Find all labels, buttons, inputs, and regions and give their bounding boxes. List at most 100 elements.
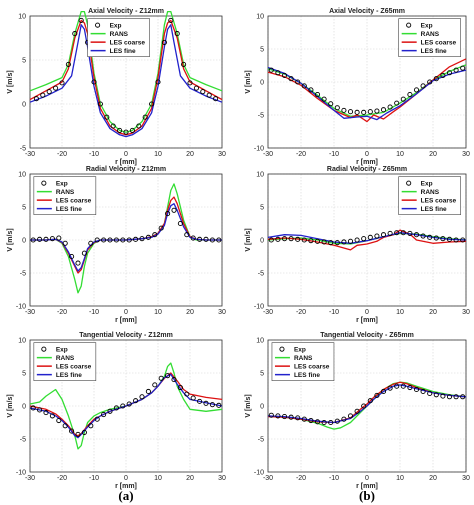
- data-point-exp: [308, 87, 314, 93]
- x-tick-label: -10: [89, 151, 99, 158]
- data-point-exp: [295, 415, 301, 421]
- x-tick-label: -20: [296, 309, 306, 316]
- data-point-exp: [380, 107, 387, 113]
- data-point-exp: [361, 403, 367, 409]
- legend-label: RANS: [56, 189, 75, 196]
- data-point-exp: [56, 417, 62, 424]
- panel-5: -30 -20 -10 0 10 20 30 -10 -5 0 5 10 Tangential Velo…: [7, 332, 226, 490]
- x-tick-label: -30: [25, 151, 35, 158]
- data-point-exp: [387, 385, 393, 391]
- y-tick-label: 5: [22, 58, 26, 65]
- legend-marker-exp: [279, 346, 285, 352]
- data-point-exp: [341, 107, 347, 113]
- data-point-exp: [380, 388, 387, 395]
- data-point-exp: [275, 413, 281, 419]
- data-point-exp: [361, 109, 367, 115]
- data-point-exp: [314, 238, 321, 244]
- data-point-exp: [440, 72, 446, 78]
- x-tick-label: -10: [89, 309, 99, 316]
- legend-label: Exp: [56, 180, 68, 187]
- data-point-exp: [321, 96, 327, 102]
- data-point-exp: [268, 237, 274, 243]
- x-tick-label: 0: [365, 151, 369, 158]
- x-tick-label: 20: [429, 151, 437, 158]
- data-point-exp: [400, 383, 406, 389]
- data-point-exp: [354, 408, 360, 414]
- x-tick-label: 30: [218, 309, 226, 316]
- x-tick-label: 20: [186, 475, 194, 482]
- y-tick-label: -5: [20, 271, 26, 278]
- legend-marker-exp: [406, 22, 412, 28]
- data-point-exp: [43, 236, 49, 242]
- data-point-exp: [460, 237, 466, 243]
- data-point-exp: [420, 83, 426, 89]
- data-point-exp: [354, 109, 360, 115]
- legend-label: LES fine: [294, 372, 320, 379]
- data-point-exp: [181, 61, 187, 67]
- data-point-exp: [407, 384, 413, 391]
- data-point-exp: [197, 236, 203, 242]
- series-line-les-fine: [267, 232, 467, 244]
- data-point-exp: [161, 39, 167, 45]
- x-tick-label: 10: [154, 151, 162, 158]
- y-tick-label: 0: [22, 404, 26, 411]
- x-axis-label: r [mm]: [115, 483, 137, 490]
- y-tick-label: 5: [22, 205, 26, 212]
- series-line-les-fine: [29, 373, 223, 439]
- y-tick-label: 5: [260, 47, 264, 54]
- x-tick-label: 20: [429, 475, 437, 482]
- subfigure-label-a: (a): [118, 488, 133, 503]
- legend-label: LES fine: [56, 206, 82, 213]
- data-point-exp: [30, 237, 36, 243]
- data-point-exp: [288, 76, 294, 82]
- series-line-les-fine: [267, 384, 467, 424]
- x-tick-label: -20: [296, 475, 306, 482]
- y-tick-label: -5: [20, 437, 26, 444]
- legend-label: LES fine: [421, 206, 447, 213]
- series-line-les-coarse: [267, 229, 467, 251]
- data-point-exp: [427, 390, 433, 397]
- data-point-exp: [420, 233, 426, 239]
- x-axis-label: r [mm]: [115, 159, 137, 166]
- series-line-les-fine: [267, 66, 467, 121]
- panel-title: Axial Velocity - Z12mm: [88, 8, 164, 15]
- data-point-exp: [347, 413, 354, 419]
- data-point-exp: [56, 235, 62, 241]
- data-point-exp: [139, 236, 145, 242]
- data-point-exp: [354, 237, 360, 243]
- legend-label: RANS: [110, 31, 129, 38]
- x-tick-label: 0: [124, 475, 128, 482]
- data-point-exp: [387, 230, 393, 236]
- panel-title: Radial Velocity - Z12mm: [86, 166, 166, 173]
- legend-label: LES fine: [56, 372, 82, 379]
- y-tick-label: 10: [256, 338, 264, 345]
- data-point-exp: [440, 393, 446, 399]
- panel-6: -30 -20 -10 0 10 20 30 -10 -5 0 5 10 Tangential Velo…: [245, 332, 470, 490]
- data-point-exp: [420, 388, 426, 395]
- y-tick-label: 0: [22, 238, 26, 245]
- data-point-exp: [117, 127, 123, 133]
- data-point-exp: [69, 428, 75, 434]
- data-point-exp: [394, 230, 400, 236]
- legend-label: LES coarse: [110, 39, 146, 46]
- data-point-exp: [184, 232, 190, 238]
- data-point-exp: [177, 220, 183, 227]
- data-point-exp: [149, 101, 155, 107]
- data-point-exp: [407, 91, 413, 98]
- data-point-exp: [453, 237, 459, 243]
- data-point-exp: [62, 423, 68, 429]
- data-point-exp: [281, 414, 288, 420]
- panel-title: Axial Velocity - Z65mm: [329, 8, 405, 15]
- x-axis-label: r [mm]: [356, 483, 378, 490]
- y-axis-label: V [m/s]: [245, 228, 252, 251]
- series-line-les-fine: [29, 24, 223, 138]
- data-point-exp: [308, 417, 314, 424]
- y-tick-label: -5: [20, 146, 26, 153]
- x-axis-label: r [mm]: [356, 159, 378, 166]
- x-tick-label: 10: [154, 309, 162, 316]
- data-point-exp: [49, 413, 55, 419]
- data-point-exp: [187, 80, 193, 86]
- panel-title: Tangential Velocity - Z65mm: [320, 332, 414, 339]
- x-tick-label: 20: [186, 309, 194, 316]
